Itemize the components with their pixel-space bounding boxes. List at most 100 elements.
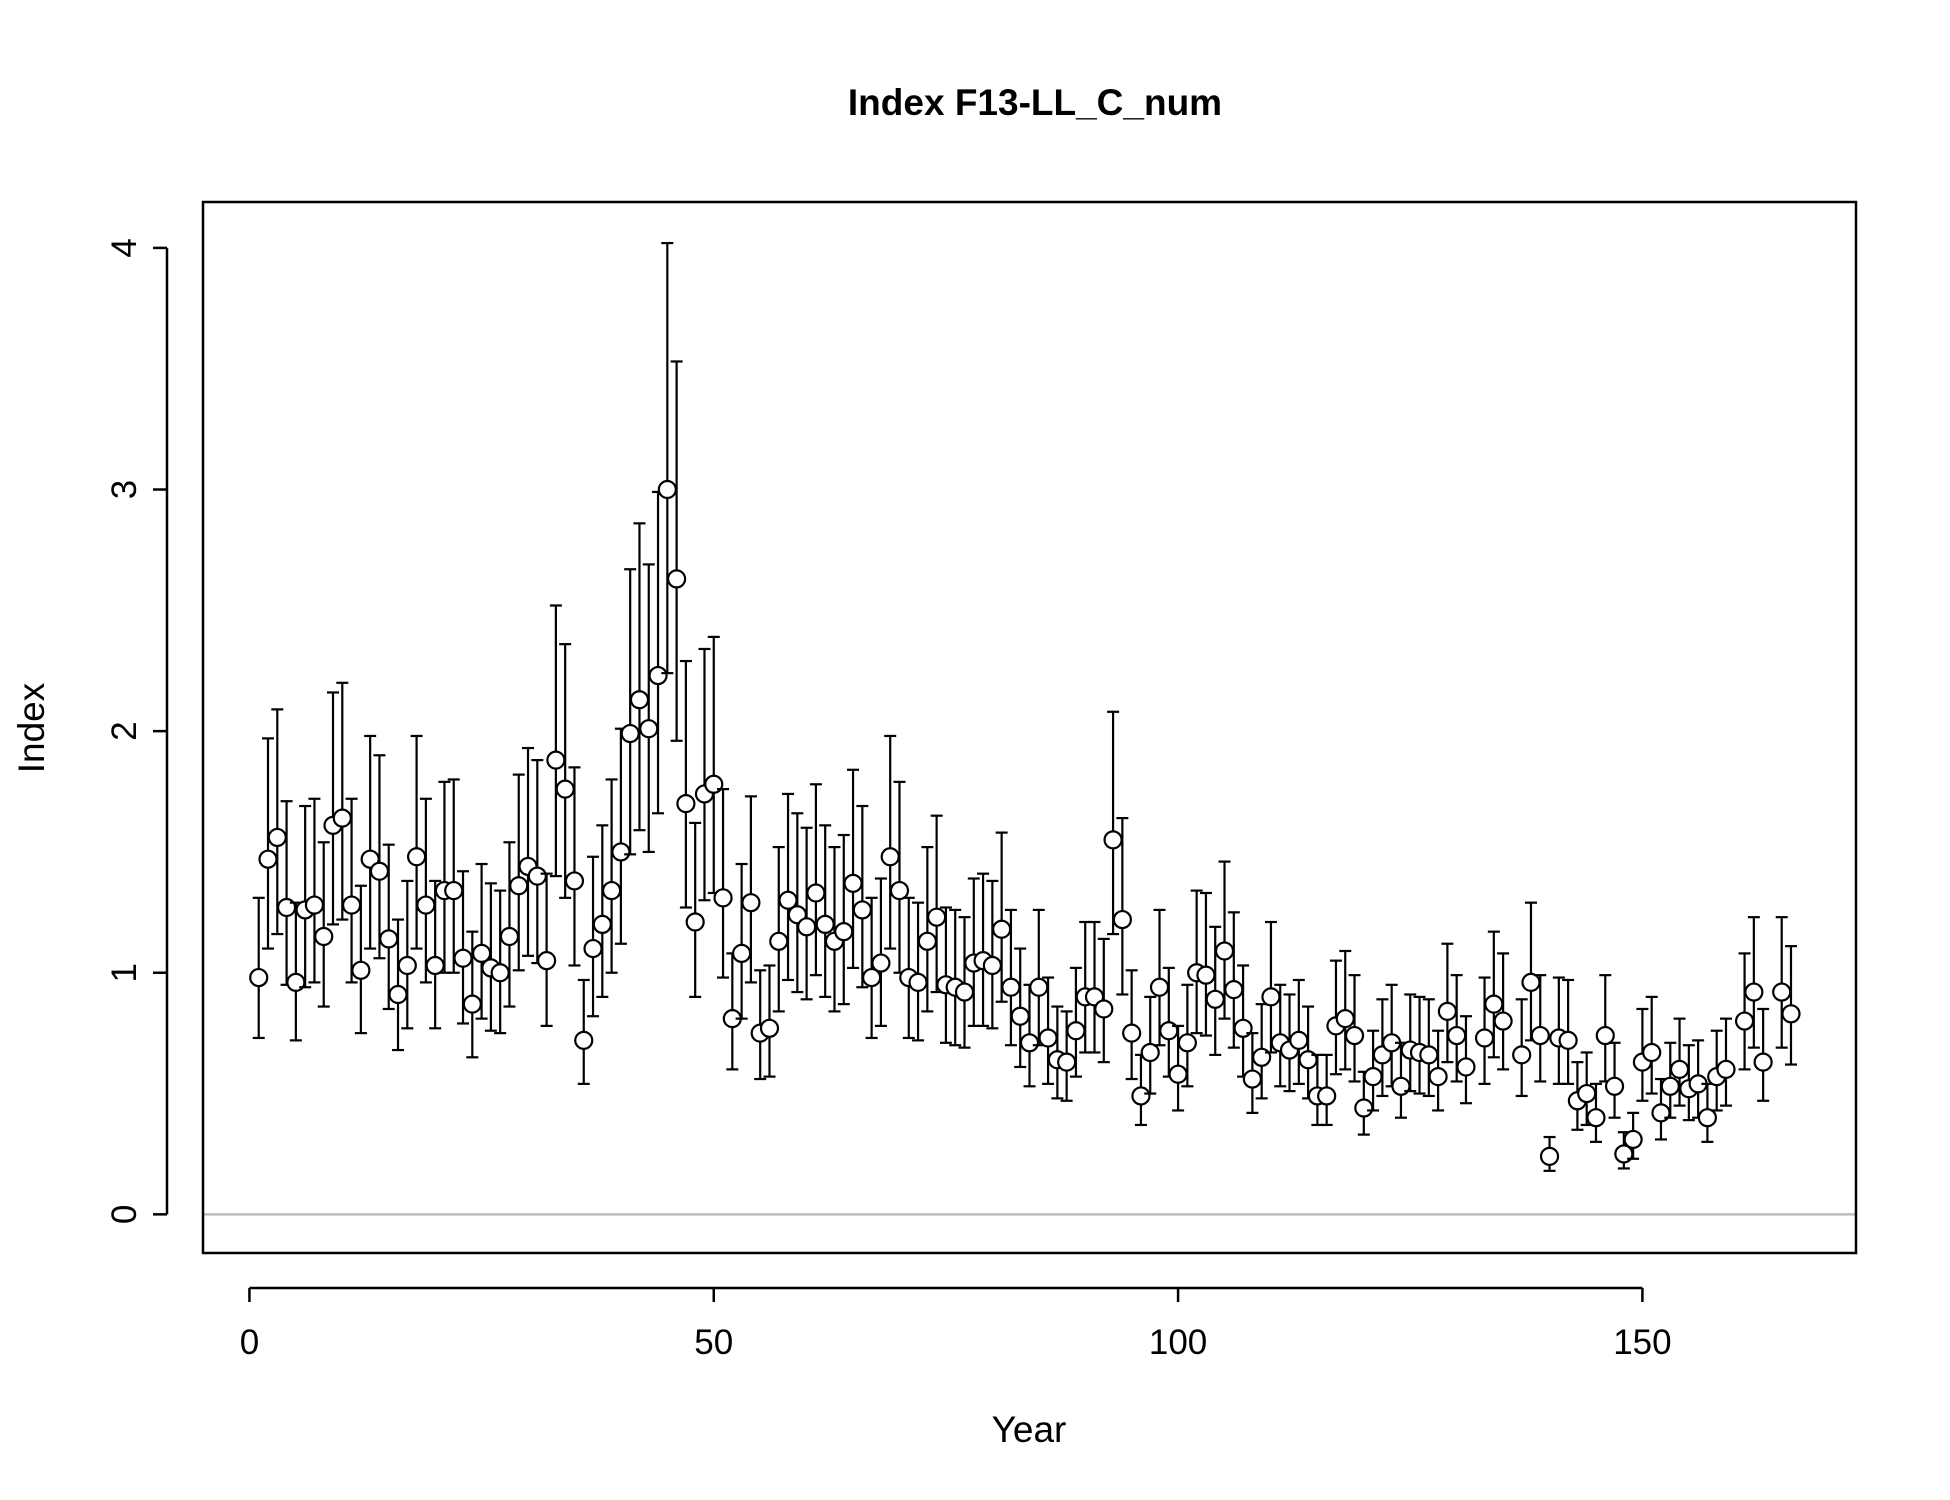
data-point	[1233, 1018, 1253, 1038]
data-point	[1558, 1030, 1578, 1050]
data-point-group	[1131, 1053, 1151, 1127]
data-point	[797, 917, 817, 937]
data-point-group	[1196, 891, 1216, 1037]
data-point-group	[416, 797, 436, 984]
data-point	[583, 938, 603, 959]
data-point-group	[769, 845, 789, 1013]
data-point	[453, 948, 473, 968]
data-point-group	[602, 778, 622, 974]
data-point	[1744, 982, 1764, 1002]
data-point	[732, 943, 752, 964]
data-point-group	[1187, 889, 1207, 1035]
data-point	[741, 893, 761, 913]
data-point	[1604, 1076, 1625, 1096]
data-point	[852, 900, 872, 920]
data-point-group	[1354, 1070, 1374, 1136]
data-point	[685, 912, 705, 932]
data-point	[341, 895, 362, 915]
data-point-group	[1084, 920, 1105, 1054]
data-point-group	[1530, 974, 1550, 1083]
data-point	[1660, 1076, 1680, 1096]
data-point-group	[1214, 860, 1235, 1020]
data-point-group	[360, 734, 380, 950]
data-point	[249, 967, 269, 988]
data-point	[1196, 965, 1216, 985]
data-point-group	[936, 906, 956, 1044]
data-point	[1512, 1045, 1532, 1065]
data-point-group	[917, 845, 937, 1013]
data-point	[1214, 941, 1235, 961]
x-tick-label: 150	[1613, 1323, 1671, 1362]
data-point-group	[518, 746, 538, 957]
data-point-group	[954, 916, 975, 1049]
data-point-group	[815, 824, 835, 998]
data-point-group	[1512, 998, 1532, 1098]
data-point-group	[499, 841, 520, 1008]
data-point	[509, 876, 529, 896]
data-point-group	[332, 681, 352, 921]
data-point-group	[1539, 1135, 1560, 1172]
data-point-group	[1409, 995, 1430, 1095]
data-point-group	[899, 896, 919, 1040]
data-point-group	[1428, 1029, 1448, 1112]
x-tick-label: 0	[240, 1323, 259, 1362]
data-point	[704, 774, 724, 794]
data-point-group	[249, 896, 269, 1040]
data-point-group	[564, 766, 585, 967]
data-point-group	[1382, 983, 1402, 1088]
data-point-group	[1549, 976, 1569, 1085]
data-point-group	[1484, 930, 1504, 1059]
data-point-group	[1261, 920, 1281, 1054]
data-point-group	[1140, 995, 1160, 1095]
data-point-group	[1604, 1041, 1625, 1119]
data-point	[1029, 977, 1049, 997]
data-point-group	[1057, 1010, 1077, 1102]
data-point-group	[1205, 925, 1225, 1056]
data-point-group	[1577, 1051, 1597, 1127]
data-point	[769, 931, 789, 951]
data-point	[574, 1030, 594, 1050]
data-point-group	[1010, 947, 1030, 1069]
data-point-group	[797, 826, 817, 1001]
data-point	[1484, 994, 1504, 1014]
data-point-group	[1149, 908, 1170, 1047]
data-point-group	[304, 797, 325, 984]
y-tick-label: 0	[105, 1205, 144, 1224]
data-point	[629, 690, 650, 710]
y-tick-label: 4	[105, 238, 144, 257]
data-point	[1103, 830, 1123, 850]
data-point	[1428, 1067, 1448, 1087]
data-point	[1363, 1067, 1383, 1087]
data-point-group	[927, 814, 947, 994]
data-point-group	[713, 788, 733, 979]
data-point	[602, 880, 622, 901]
data-point-group	[1642, 995, 1662, 1095]
data-point-group	[592, 824, 612, 998]
data-point	[908, 972, 928, 992]
data-point	[1781, 1004, 1801, 1024]
y-tick-label: 3	[105, 480, 144, 499]
data-point-group	[1753, 1007, 1773, 1102]
data-point	[1391, 1076, 1411, 1096]
data-point-group	[341, 797, 362, 984]
data-point-group	[620, 568, 640, 856]
data-point	[713, 888, 733, 908]
data-point-group	[834, 833, 854, 1006]
data-point	[1530, 1025, 1550, 1046]
data-point-group	[694, 647, 715, 902]
data-point-group	[1400, 993, 1420, 1093]
data-point-group	[1122, 969, 1142, 1081]
data-point-group	[1586, 1082, 1606, 1143]
data-point-group	[880, 734, 900, 950]
data-point	[1716, 1059, 1736, 1079]
data-point	[1586, 1108, 1606, 1128]
data-point	[1642, 1042, 1662, 1063]
data-point-group	[1289, 978, 1309, 1085]
data-point	[1317, 1086, 1337, 1106]
data-point-group	[1493, 952, 1513, 1071]
data-point-group	[611, 727, 631, 945]
data-point-group	[1734, 952, 1755, 1071]
data-point	[1112, 909, 1132, 930]
data-point	[1252, 1047, 1272, 1067]
